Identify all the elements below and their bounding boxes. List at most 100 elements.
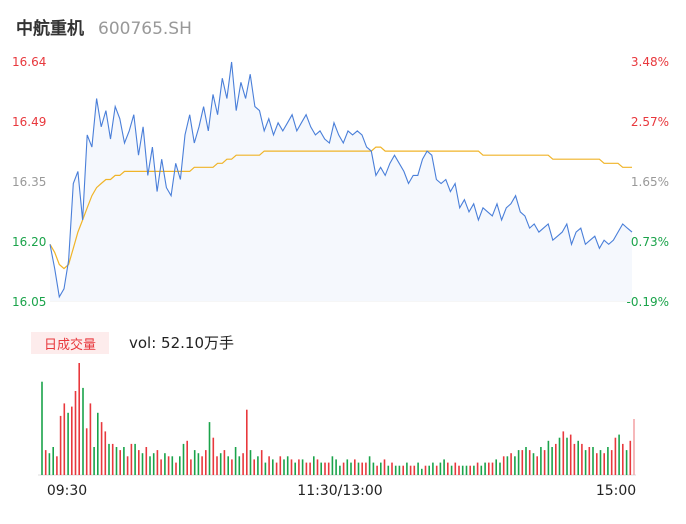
volume-bar	[335, 459, 337, 475]
stock-name: 中航重机	[16, 19, 84, 39]
volume-bar	[495, 459, 497, 475]
left-tick-label: 16.35	[12, 175, 46, 189]
volume-bar	[279, 456, 282, 475]
volume-bar	[212, 437, 215, 475]
left-tick-label: 16.05	[12, 295, 46, 309]
volume-bar	[108, 443, 110, 475]
volume-bar	[528, 450, 531, 475]
volume-bar	[242, 453, 244, 475]
volume-bar	[543, 450, 546, 475]
volume-bar	[249, 450, 252, 475]
volume-bar	[257, 456, 259, 475]
volume-bar	[443, 459, 445, 475]
volume-bar	[149, 456, 151, 475]
volume-bar	[286, 456, 289, 475]
volume-bar	[573, 443, 576, 475]
volume-bar	[394, 465, 397, 475]
right-tick-label: 0.73%	[631, 235, 669, 249]
volume-bar	[499, 462, 501, 475]
volume-bar	[584, 450, 587, 475]
volume-bar	[208, 422, 211, 475]
volume-bar	[592, 447, 594, 475]
volume-bar	[44, 450, 47, 475]
volume-bar	[629, 440, 632, 475]
volume-bar	[111, 443, 114, 475]
volume-bar	[100, 422, 103, 475]
volume-bar	[264, 462, 267, 475]
volume-bar	[480, 465, 483, 475]
x-tick-label: 15:00	[596, 483, 636, 499]
volume-bar	[175, 462, 177, 475]
volume-bar	[186, 440, 188, 475]
volume-bar	[164, 453, 166, 475]
volume-bar	[372, 462, 375, 475]
volume-bar	[41, 381, 43, 475]
volume-bar	[182, 443, 185, 475]
volume-bar	[123, 447, 125, 475]
volume-bar	[93, 447, 95, 475]
time-axis: 09:30 11:30/13:00 15:00	[47, 483, 636, 499]
volume-bar	[354, 459, 356, 475]
volume-panel	[41, 363, 635, 475]
left-tick-label: 16.20	[12, 235, 46, 249]
volume-bar	[461, 465, 464, 475]
volume-bar	[435, 465, 438, 475]
volume-bar	[588, 447, 591, 475]
volume-bar	[406, 462, 408, 475]
price-panel	[49, 61, 633, 301]
volume-bar	[97, 412, 99, 475]
x-tick-label: 09:30	[47, 483, 87, 499]
right-tick-label: -0.19%	[627, 295, 669, 309]
right-tick-label: 1.65%	[631, 175, 669, 189]
volume-bar	[74, 391, 77, 475]
volume-bar	[622, 443, 624, 475]
volume-bar	[89, 403, 92, 475]
volume-bar	[484, 462, 486, 475]
volume-bar	[275, 462, 278, 475]
volume-bar	[201, 456, 203, 475]
volume-bar	[253, 459, 255, 475]
chart-header: 中航重机 600765.SH	[16, 14, 192, 39]
volume-bar	[562, 431, 565, 475]
volume-bar	[454, 462, 457, 475]
volume-bar	[85, 428, 88, 475]
volume-bar	[59, 415, 62, 475]
volume-bar	[603, 453, 605, 475]
volume-tag: 日成交量	[31, 332, 109, 354]
volume-bar	[599, 450, 602, 475]
volume-bar	[52, 447, 54, 475]
volume-bar	[216, 456, 218, 475]
volume-bar	[506, 456, 509, 475]
volume-bar	[439, 462, 442, 475]
volume-bar	[160, 459, 162, 475]
right-tick-label: 2.57%	[631, 115, 669, 129]
volume-bar	[283, 459, 285, 475]
volume-bar	[607, 447, 609, 475]
volume-bar	[417, 462, 419, 475]
volume-bar	[331, 456, 334, 475]
volume-bar	[357, 462, 360, 475]
volume-bar	[346, 459, 349, 475]
left-tick-label: 16.49	[12, 115, 46, 129]
volume-bar	[67, 412, 69, 475]
volume-bar	[327, 462, 330, 475]
volume-bar	[313, 456, 315, 475]
volume-bar	[558, 437, 561, 475]
volume-bar	[130, 443, 133, 475]
volume-bar	[268, 456, 270, 475]
volume-bar	[193, 450, 196, 475]
volume-bar	[294, 462, 296, 475]
volume-bar	[596, 453, 598, 475]
volume-bar	[376, 465, 378, 475]
volume-bar	[402, 465, 404, 475]
volume-bar	[547, 440, 550, 475]
volume-bar	[301, 459, 304, 475]
volume-bar	[152, 453, 155, 475]
volume-bar	[231, 459, 233, 475]
volume-bar	[577, 440, 579, 475]
volume-bar	[71, 406, 73, 475]
volume-bar	[391, 462, 393, 475]
volume-bar	[227, 456, 229, 475]
volume-bar	[409, 465, 412, 475]
volume-bar	[78, 363, 80, 475]
